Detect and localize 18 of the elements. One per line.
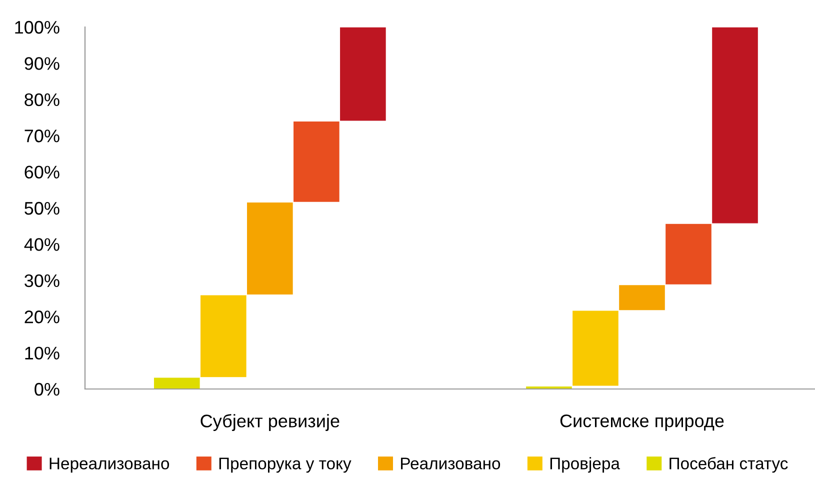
legend-label: Посебан статус (670, 456, 788, 473)
legend-label: Реализовано (401, 458, 500, 470)
y-tick-label: 30% (24, 274, 60, 288)
y-tick-label: 10% (25, 346, 60, 360)
legend-label: Провјера (550, 457, 620, 473)
y-tick-label: 50% (24, 202, 60, 215)
y-tick-label: 70% (24, 130, 60, 142)
y-tick-label: 40% (24, 238, 60, 251)
x-tick-label: Субјект ревизије (200, 414, 340, 431)
y-tick-label: 90% (24, 57, 60, 70)
y-tick-label: 100% (15, 20, 60, 34)
y-tick-label: 80% (24, 93, 60, 106)
y-tick-label: 60% (24, 166, 60, 179)
y-tick-label: 0% (34, 382, 60, 396)
x-tick-label: Системске природе (560, 414, 724, 431)
y-tick-label: 20% (24, 310, 60, 324)
legend-label: Препорука у току (219, 458, 352, 473)
legend-label: Нереализовано (50, 458, 170, 473)
